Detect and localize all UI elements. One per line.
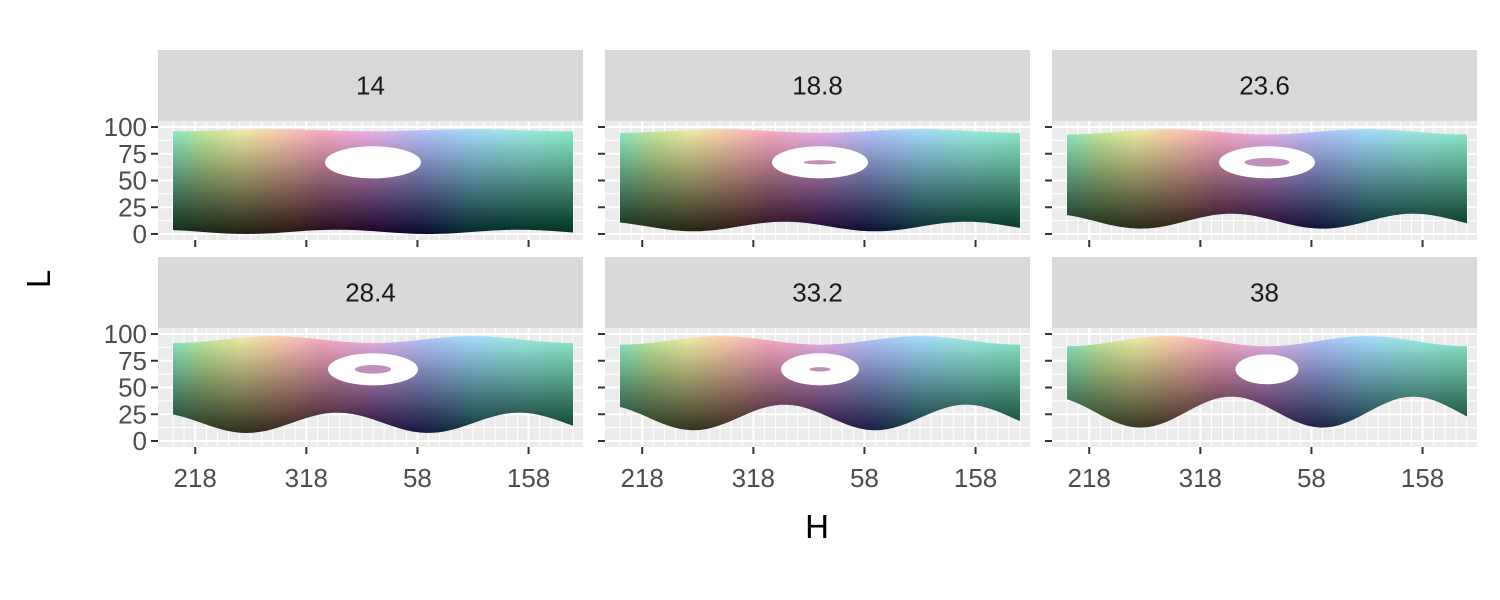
facet-strip (605, 50, 1030, 121)
facet-panel: 38 158 58 318 218 (1045, 257, 1477, 493)
y-tick-label: 25 (118, 399, 147, 429)
x-tick-label: 58 (1297, 463, 1326, 493)
hole-inner (809, 367, 831, 372)
y-tick-label: 75 (118, 346, 147, 376)
color-region-dark (173, 129, 573, 234)
x-tick-label: 58 (850, 463, 879, 493)
x-tick-label: 218 (1068, 463, 1111, 493)
x-tick-label: 318 (285, 463, 328, 493)
facet-strip (158, 50, 583, 121)
facet-strip-label: 14 (356, 71, 385, 101)
x-tick-label: 58 (403, 463, 432, 493)
facet-strip-label: 28.4 (345, 278, 396, 308)
y-tick-label: 0 (133, 426, 147, 456)
color-region (620, 129, 1020, 232)
color-region-dark (1067, 129, 1467, 229)
facet-strip (1052, 257, 1477, 328)
y-tick-label: 0 (133, 219, 147, 249)
x-tick-label: 158 (1401, 463, 1444, 493)
facet-strip (1052, 50, 1477, 121)
facet-strip (605, 257, 1030, 328)
x-axis-title: H (805, 508, 829, 545)
x-tick-label: 218 (621, 463, 664, 493)
facet-strip-label: 38 (1250, 278, 1279, 308)
hole-outer (325, 146, 421, 179)
facet-panel: 33.2 158 58 318 218 (598, 257, 1030, 493)
x-tick-label: 158 (507, 463, 550, 493)
y-tick-label: 100 (104, 319, 147, 349)
x-tick-label: 318 (732, 463, 775, 493)
y-tick-label: 25 (118, 192, 147, 222)
y-tick-label: 50 (118, 373, 147, 403)
x-tick-label: 318 (1179, 463, 1222, 493)
x-tick-label: 218 (174, 463, 217, 493)
color-region (1067, 129, 1467, 229)
facet-strip-label: 33.2 (792, 278, 843, 308)
x-tick-label: 158 (954, 463, 997, 493)
facet-strip-label: 23.6 (1239, 71, 1290, 101)
facet-strip-label: 18.8 (792, 71, 843, 101)
y-tick-label: 75 (118, 139, 147, 169)
y-tick-label: 100 (104, 112, 147, 142)
facet-panel: 23.6 (1045, 50, 1477, 247)
hole-inner (1244, 158, 1290, 167)
facet-panel: 18.8 (598, 50, 1030, 247)
y-tick-label: 50 (118, 166, 147, 196)
hole-inner (355, 365, 391, 374)
hole-outer (1235, 354, 1299, 385)
y-axis-title: L (20, 270, 57, 288)
color-region (173, 129, 573, 234)
facet-strip (158, 257, 583, 328)
hole-inner (803, 160, 837, 165)
color-region-dark (620, 129, 1020, 232)
